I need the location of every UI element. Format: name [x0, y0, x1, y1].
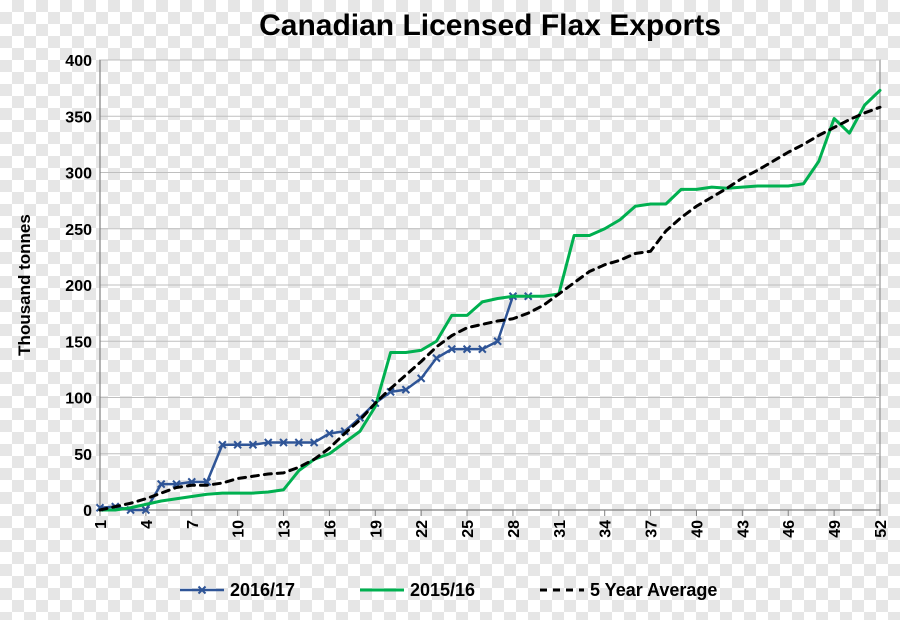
chart-title: Canadian Licensed Flax Exports	[259, 9, 721, 42]
x-tick-label: 19	[368, 520, 385, 538]
y-tick-label: 0	[83, 503, 92, 520]
legend-label: 2015/16	[410, 580, 475, 600]
x-tick-label: 1	[93, 520, 110, 529]
x-tick-label: 34	[598, 520, 615, 538]
x-tick-label: 40	[689, 520, 706, 538]
x-tick-label: 46	[781, 520, 798, 538]
x-tick-label: 16	[322, 520, 339, 538]
x-tick-label: 13	[277, 520, 294, 538]
line-chart: 0 50 100 150 200 250 300 350 400 1 4 7 10 13 16 19 22 25 2…	[0, 0, 900, 620]
x-tick-label: 25	[460, 520, 477, 538]
series-marker	[418, 375, 425, 382]
x-tick-label: 31	[552, 520, 569, 538]
legend-label: 2016/17	[230, 580, 295, 600]
y-tick-label: 100	[65, 391, 92, 408]
y-tick-label: 300	[65, 166, 92, 183]
x-tick-label: 7	[185, 520, 202, 529]
x-tick-label: 28	[506, 520, 523, 538]
y-axis-label: Thousand tonnes	[15, 214, 34, 356]
y-tick-label: 400	[65, 53, 92, 70]
y-tick-label: 50	[74, 447, 92, 464]
x-tick-label: 49	[827, 520, 844, 538]
x-tick-label: 22	[414, 520, 431, 538]
x-tick-label: 37	[644, 520, 661, 538]
y-tick-label: 250	[65, 222, 92, 239]
y-tick-label: 200	[65, 278, 92, 295]
series-line-2	[100, 107, 880, 510]
x-tick-label: 43	[735, 520, 752, 538]
x-tick-label: 10	[231, 520, 248, 538]
x-tick-label: 52	[873, 520, 890, 538]
series-line-1	[100, 90, 880, 510]
x-tick-label: 4	[139, 520, 156, 529]
chart-container: 0 50 100 150 200 250 300 350 400 1 4 7 10 13 16 19 22 25 2…	[0, 0, 900, 620]
y-tick-label: 150	[65, 334, 92, 351]
y-tick-label: 350	[65, 109, 92, 126]
legend-label: 5 Year Average	[590, 580, 717, 600]
